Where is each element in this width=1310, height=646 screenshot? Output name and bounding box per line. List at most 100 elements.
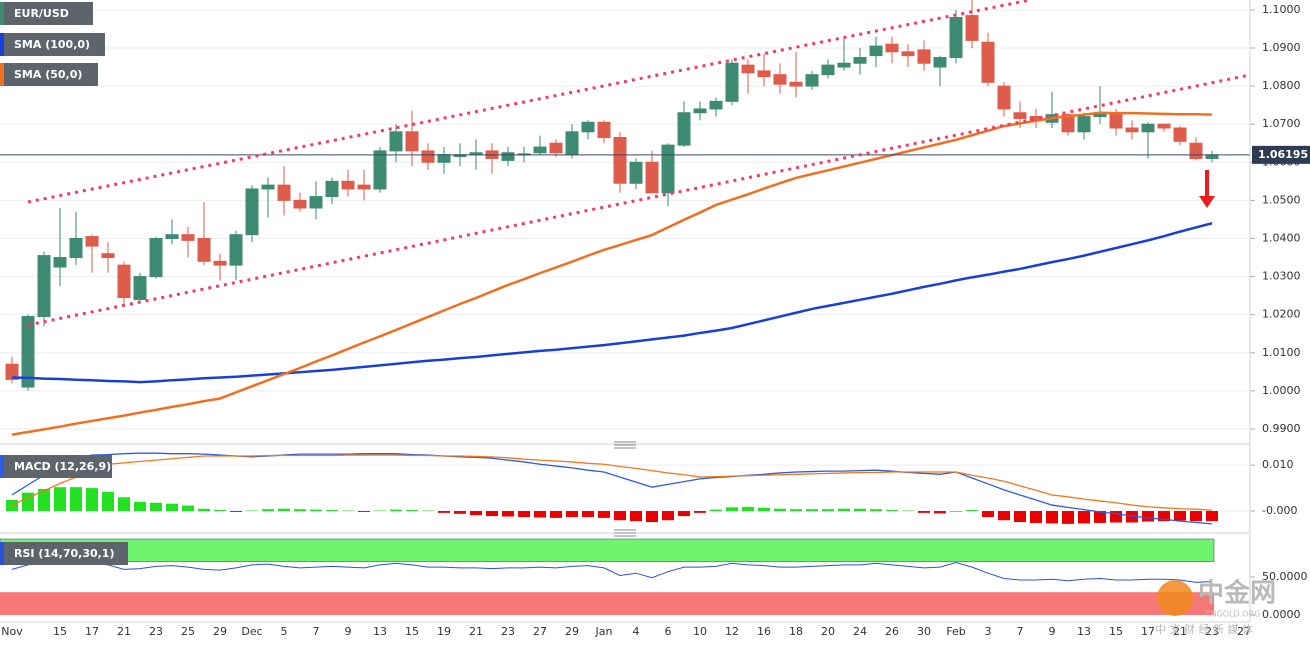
x-tick-label: 20 (821, 625, 835, 638)
candle-body (1125, 127, 1139, 133)
candle-body (549, 142, 563, 154)
macd-histogram-bar (1062, 511, 1074, 524)
x-tick-label: 17 (1141, 625, 1155, 638)
legend-marker (0, 455, 4, 478)
candle-body (229, 234, 243, 266)
legend-box (0, 542, 128, 565)
macd-histogram-bar (758, 507, 770, 512)
macd-histogram-bar (870, 509, 882, 512)
y-tick-label: 1.0800 (1262, 79, 1301, 92)
candle-body (773, 74, 787, 85)
macd-histogram-bar (806, 509, 818, 512)
legend-marker (0, 2, 4, 25)
y-tick-label: 1.0100 (1262, 346, 1301, 359)
macd-histogram-bar (358, 511, 370, 512)
legend-marker (0, 33, 4, 56)
macd-histogram-bar (262, 509, 274, 512)
y-tick-label: -0.000 (1262, 504, 1297, 517)
candle-body (357, 184, 371, 190)
x-tick-label: 10 (693, 625, 707, 638)
x-tick-label: 24 (853, 625, 867, 638)
legend-box (0, 455, 112, 478)
sma-line (11, 222, 1213, 384)
candle-body (373, 150, 387, 190)
candle-body (277, 184, 291, 201)
macd-histogram-bar (438, 511, 450, 513)
y-tick-label: 1.0000 (1262, 384, 1301, 397)
macd-histogram-bar (406, 510, 418, 512)
legend-label: RSI (14,70,30,1) (14, 547, 114, 560)
macd-histogram-bar (694, 511, 706, 513)
x-tick-label: 3 (985, 625, 992, 638)
y-tick-label: 1.0900 (1262, 41, 1301, 54)
macd-histogram-bar (678, 511, 690, 517)
x-tick-label: 7 (313, 625, 320, 638)
oversold-band (0, 592, 1214, 615)
candle-body (101, 253, 115, 259)
x-tick-label: 19 (437, 625, 451, 638)
candle-body (245, 188, 259, 236)
x-tick-label: 9 (345, 625, 352, 638)
x-tick-label: 12 (725, 625, 739, 638)
y-tick-label: 0.0000 (1262, 608, 1301, 621)
macd-histogram-bar (1078, 511, 1090, 524)
candle-body (741, 64, 755, 74)
rsi-line (11, 561, 1213, 583)
macd-histogram-bar (182, 505, 194, 512)
candle-body (1013, 112, 1027, 119)
x-tick-label: 15 (1109, 625, 1123, 638)
y-tick-label: 1.0400 (1262, 231, 1301, 244)
candle-body (1205, 154, 1219, 159)
candle-body (325, 180, 339, 198)
candle-body (693, 108, 707, 114)
x-tick-label: 18 (789, 625, 803, 638)
candle-body (869, 45, 883, 57)
x-tick-label: Dec (241, 625, 262, 638)
macd-histogram-bar (1094, 511, 1106, 523)
candle-body (965, 15, 979, 41)
x-tick-label: 9 (1049, 625, 1056, 638)
last-price-label: 1.06195 (1258, 148, 1308, 161)
macd-histogram-bar (6, 500, 18, 512)
legend-label: EUR/USD (14, 7, 69, 20)
candle-body (645, 161, 659, 194)
candle-body (661, 144, 675, 194)
x-tick-label: 21 (469, 625, 483, 638)
macd-histogram-bar (1030, 511, 1042, 523)
x-tick-label: 15 (53, 625, 67, 638)
macd-histogram-bar (614, 511, 626, 521)
macd-histogram-bar (486, 511, 498, 517)
candle-body (37, 255, 51, 318)
divider-handle (614, 441, 636, 537)
channel-upper (27, 0, 1031, 204)
arrow-head (1199, 196, 1215, 208)
x-tick-label: 7 (1017, 625, 1024, 638)
macd-histogram-bar (214, 510, 226, 512)
x-tick-label: 17 (85, 625, 99, 638)
watermark-slogan: 中 文 财 经 新 媒 体 (1155, 622, 1253, 636)
macd-histogram-bar (710, 509, 722, 512)
macd-histogram-bar (550, 511, 562, 518)
candle-body (165, 234, 179, 239)
candle-body (181, 234, 195, 241)
candle-body (917, 49, 931, 64)
candle-body (117, 264, 131, 299)
macd-histogram-bar (518, 511, 530, 517)
candle-body (261, 184, 275, 190)
macd-histogram-bar (1046, 511, 1058, 524)
candle-body (677, 112, 691, 146)
signal-line (11, 454, 1213, 511)
candle-body (53, 257, 67, 268)
candle-body (21, 316, 35, 388)
macd-histogram-bar (310, 509, 322, 512)
macd-histogram-bar (742, 506, 754, 512)
candle-body (805, 74, 819, 87)
candle-body (405, 131, 419, 152)
macd-histogram-bar (166, 503, 178, 512)
candle-body (5, 363, 19, 380)
candle-body (309, 196, 323, 209)
macd-histogram-bar (454, 511, 466, 514)
candle-body (757, 70, 771, 78)
candle-body (597, 121, 611, 139)
